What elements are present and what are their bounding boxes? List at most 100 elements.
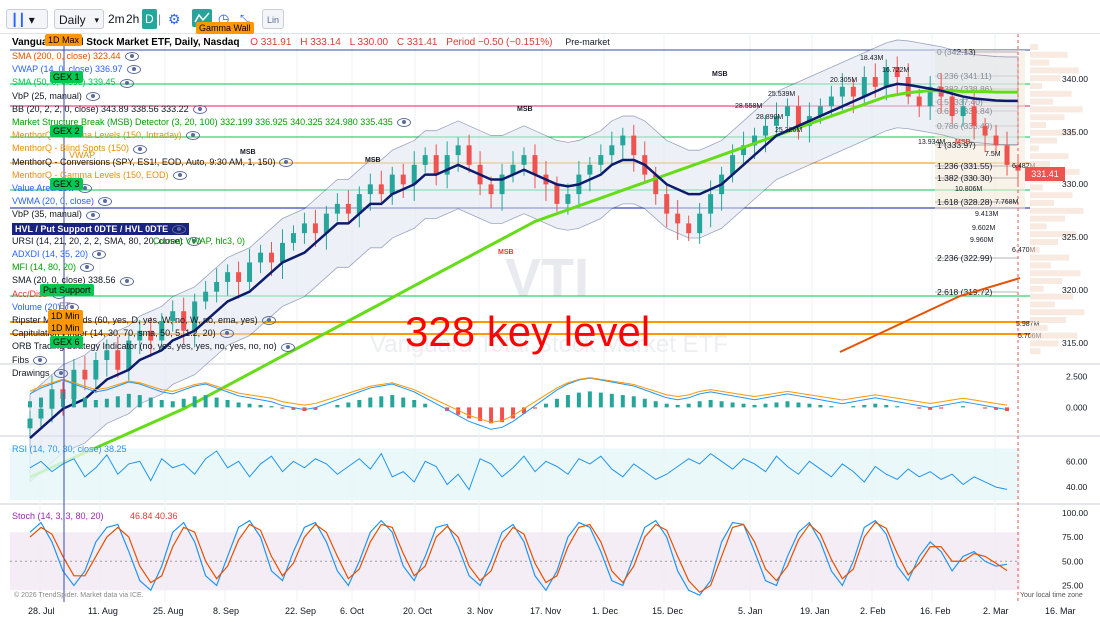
eye-icon[interactable] — [119, 78, 134, 88]
legend-item[interactable]: VbP (35, manual) — [12, 209, 100, 220]
legend-item[interactable]: MenthorQ - Gamma Levels (150, Intraday) — [12, 130, 200, 141]
eye-icon[interactable] — [133, 144, 148, 154]
time-axis-label: 3. Nov — [467, 606, 494, 616]
eye-icon[interactable] — [185, 131, 200, 141]
macd-histogram-bar — [642, 398, 647, 408]
watermark-name: Vanguard Total Stock Market ETF — [370, 331, 728, 358]
volume-profile-bar — [1030, 285, 1044, 292]
eye-icon[interactable] — [53, 368, 68, 378]
legend-item[interactable]: ADXDI (14, 35, 20) — [12, 249, 107, 260]
candle-body — [27, 418, 33, 429]
candle-body — [455, 145, 461, 156]
interval-2h-button[interactable]: 2h — [126, 12, 140, 26]
clock-icon[interactable]: ◷ — [218, 11, 230, 26]
candle-body — [620, 135, 626, 146]
eye-icon[interactable] — [126, 65, 141, 75]
time-axis-label: 25. Aug — [153, 606, 184, 616]
candle-body — [345, 203, 351, 214]
volume-profile-label: 6.470M — [1012, 247, 1036, 254]
eye-icon[interactable] — [124, 52, 139, 62]
legend-item[interactable]: Fibs — [12, 355, 48, 365]
eye-icon[interactable] — [33, 355, 48, 365]
legend-item[interactable]: SMA (20, 0, close) 338.56 — [12, 275, 134, 286]
legend-item[interactable]: MenthorQ - Gamma Levels (150, EOD) — [12, 170, 187, 180]
eye-icon[interactable] — [85, 210, 100, 220]
legend-item[interactable]: SMA (200, 0, close) 323.44 — [12, 51, 139, 62]
eye-icon[interactable] — [192, 104, 207, 114]
volume-profile-bar — [1030, 106, 1083, 113]
volume-profile-label: 18.43M — [860, 55, 884, 62]
interval-d-button[interactable]: D — [142, 9, 157, 29]
candle-body — [115, 350, 121, 370]
legend-item[interactable]: URSI (14, 21, 20, 2, 2, SMA, 80, 20, clo… — [12, 236, 201, 246]
legend-item[interactable]: VWAP (14, 0, close) 336.97 — [12, 64, 141, 75]
candle-body — [159, 320, 165, 341]
legend-item[interactable]: Market Structure Break (MSB) Detector (3… — [12, 117, 411, 128]
macd-histogram-bar — [258, 404, 263, 408]
settings-gear-icon[interactable]: ⚙ — [168, 11, 181, 27]
macd-histogram-bar — [543, 403, 548, 408]
macd-histogram-bar — [335, 404, 340, 408]
macd-histogram-bar — [752, 404, 757, 408]
annotation-328-key-level: 328 key level — [405, 308, 651, 355]
macd-histogram-bar — [741, 403, 746, 408]
macd-histogram-bar — [774, 402, 779, 408]
macd-histogram-bar — [401, 397, 406, 408]
eye-icon[interactable] — [98, 197, 113, 207]
eye-icon[interactable] — [261, 316, 276, 326]
eye-icon[interactable] — [92, 250, 107, 260]
drawing-icon[interactable]: ⤡ — [240, 12, 250, 26]
eye-icon[interactable] — [396, 118, 411, 128]
candle-body — [982, 125, 988, 136]
eye-icon[interactable] — [219, 329, 234, 339]
legend-item[interactable]: VWMA (20, 0, close) — [12, 196, 113, 207]
candle-body — [949, 96, 955, 117]
legend-item[interactable]: Drawings — [12, 368, 68, 378]
eye-icon[interactable] — [172, 224, 187, 234]
eye-icon[interactable] — [186, 236, 201, 246]
candle-body — [784, 106, 790, 117]
stoch-legend: Stoch (14, 3, 3, 80, 20) — [12, 511, 104, 521]
legend-item[interactable]: ORB Trading Strategy Indicator (no, yes,… — [12, 341, 295, 352]
candle-body — [290, 233, 296, 243]
volume-profile-label: 7.5M — [985, 151, 1001, 158]
legend-item[interactable]: VbP (25, manual) — [12, 91, 100, 101]
volume-profile-bar — [1030, 262, 1051, 269]
legend-item[interactable]: HVL / Put Support 0DTE / HVL 0DTE — [12, 222, 190, 235]
candle-body — [422, 155, 428, 165]
legend-item[interactable]: MenthorQ - Conversions (SPY, ES1!, EOD, … — [12, 157, 294, 167]
macd-histogram-bar — [708, 400, 713, 408]
legend-item[interactable]: BB (20, 2, 2, 0, close) 343.89 338.56 33… — [12, 104, 207, 114]
volume-profile-bar — [1030, 324, 1048, 331]
chart-type-button[interactable]: ┃┃ ▾ — [6, 9, 48, 29]
macd-histogram-bar — [126, 393, 131, 408]
legend-item[interactable]: MenthorQ - Blind Spots (150) — [12, 143, 148, 154]
chevron-down-icon: ▾ — [94, 15, 99, 25]
candle-body — [971, 106, 977, 126]
interval-2m-button[interactable]: 2m — [108, 12, 125, 26]
price-axis-label: 325.00 — [1062, 232, 1088, 242]
legend-item[interactable]: Ripster MTF Clouds (60, yes, D, yes, W, … — [12, 315, 276, 326]
eye-icon[interactable] — [80, 263, 95, 273]
eye-icon[interactable] — [280, 342, 295, 352]
volume-profile-bar — [1030, 301, 1055, 308]
candle-body — [861, 77, 867, 97]
volume-profile-bar — [1030, 348, 1041, 355]
candle-body — [609, 145, 615, 156]
msb-label: MSB — [240, 149, 256, 156]
interval-select[interactable]: Daily ▾ — [54, 9, 104, 29]
time-axis-label: 6. Oct — [340, 606, 365, 616]
legend-item[interactable]: MFI (14, 80, 20) — [12, 262, 95, 273]
macd-histogram-bar — [291, 407, 296, 410]
legend-item[interactable]: Capitulation Finder (14, 30, 70, sma, 50… — [12, 328, 234, 339]
candle-body — [499, 174, 505, 195]
candle-body — [653, 174, 659, 195]
eye-icon[interactable] — [172, 170, 187, 180]
eye-icon[interactable] — [119, 276, 134, 286]
rsi-line — [29, 450, 1008, 491]
macd-histogram-bar — [247, 403, 252, 408]
linear-scale-button[interactable]: Lin — [262, 9, 285, 29]
eye-icon[interactable] — [85, 91, 100, 101]
eye-icon[interactable] — [279, 157, 294, 167]
